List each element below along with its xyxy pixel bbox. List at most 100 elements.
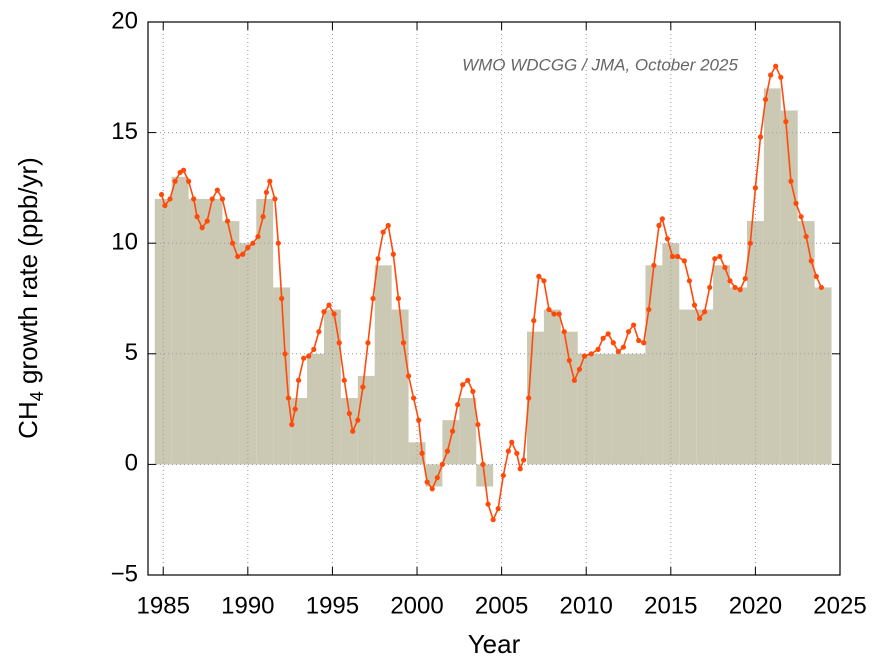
point [365,340,371,346]
bar [205,198,223,465]
point [434,475,440,481]
point [664,236,671,242]
point [521,457,527,463]
point [326,302,332,308]
point [717,253,723,260]
bar [154,198,172,465]
point [752,185,759,191]
point [350,428,356,434]
point [480,461,486,467]
point [571,377,577,383]
point [630,322,637,328]
bar [763,88,781,465]
point [180,167,187,173]
bar [273,287,291,465]
point [295,377,302,383]
point [742,275,748,282]
point [439,461,445,467]
point [526,395,532,401]
x-tick-label: 2005 [475,592,528,619]
point [167,196,173,202]
bar [171,176,189,465]
point [517,466,523,472]
annotation: WMO WDCGG / JMA, October 2025 [462,55,738,74]
point [595,346,601,352]
bar [391,309,409,465]
bar [645,265,663,465]
point [712,256,718,262]
bar [357,375,375,465]
point [272,196,278,202]
bar [374,265,392,465]
bar [814,287,832,465]
point [490,517,496,523]
y-tick-label: 15 [111,118,138,145]
x-tick-label: 2015 [644,592,697,619]
bar [780,110,798,465]
point [546,306,552,313]
point [475,421,481,428]
point [289,421,295,428]
point [747,240,753,246]
point [793,200,799,206]
x-tick-label: 2025 [813,592,866,619]
point [380,229,386,235]
point [509,439,515,445]
point [798,214,804,220]
point [375,256,381,262]
point [500,472,506,479]
point [355,417,361,423]
bar [256,198,274,465]
point [204,218,210,224]
point [625,329,632,335]
point [803,233,809,240]
point [636,337,642,344]
point [465,377,471,383]
point [331,311,337,317]
point [737,287,743,293]
y-label-subscript: 4 [27,391,47,401]
point [240,251,246,257]
line [160,64,823,522]
bar [594,353,612,465]
point [429,486,435,492]
x-tick-label: 2000 [390,592,443,619]
point [818,284,824,291]
point [615,348,621,355]
x-tick-label: 1985 [137,592,190,619]
x-tick-label: 1990 [221,592,274,619]
point [691,302,698,308]
point [773,63,779,69]
point [285,395,292,401]
point [495,506,501,512]
point [808,258,814,264]
point [385,222,391,229]
point [316,329,322,335]
bar [340,398,358,465]
point [783,118,789,125]
point [460,382,466,388]
bar [239,243,257,465]
y-label-text: CH [13,401,43,439]
bar [797,221,815,465]
bar [628,353,646,465]
point [757,134,764,140]
y-tick-label: 10 [111,229,138,256]
point [605,331,611,337]
point [531,318,537,324]
point [674,253,681,260]
point [346,410,352,417]
y-axis-label: CH4 growth rate (ppb/yr) [13,157,47,439]
point [282,351,288,357]
point [336,340,342,346]
point [306,353,312,359]
point [581,353,588,359]
point [419,450,425,456]
bar [611,353,629,465]
point [681,258,687,264]
point [214,187,220,193]
point [209,196,215,202]
point [727,278,733,284]
bar [560,331,578,465]
x-tick-label: 2020 [729,592,782,619]
